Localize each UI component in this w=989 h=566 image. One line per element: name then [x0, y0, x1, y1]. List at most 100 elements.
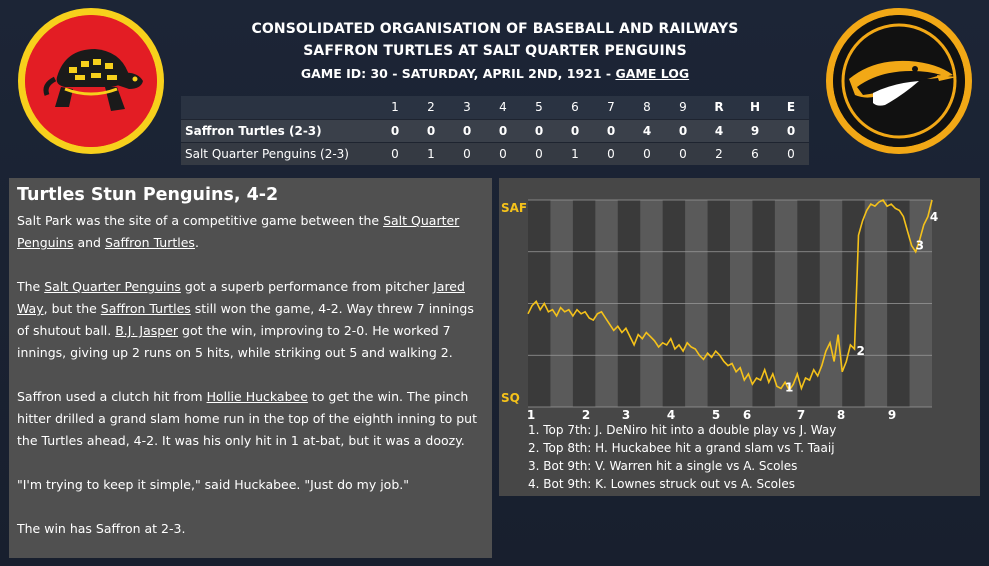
inning-tick-label: 8: [837, 408, 845, 422]
home-team-name[interactable]: Salt Quarter Penguins (2-3): [181, 141, 377, 165]
game-header: CONSOLIDATED ORGANISATION OF BASEBALL AN…: [180, 18, 810, 84]
linescore-header-row: 1 2 3 4 5 6 7 8 9 R H E: [181, 96, 809, 119]
win-probability-line: [527, 198, 933, 392]
inning-tick-label: 6: [743, 408, 751, 422]
inning-score: 0: [593, 141, 629, 165]
inning-tick-label: 2: [582, 408, 590, 422]
chart-note: 4. Bot 9th: K. Lownes struck out vs A. S…: [528, 477, 795, 491]
inning-score: 0: [449, 141, 485, 165]
inning-header: 6: [571, 100, 579, 115]
inning-header: 2: [427, 100, 435, 115]
hits-header: H: [749, 100, 761, 115]
win-probability-chart: SAF SQ 1 2 3 4 5 6 7 8 9 1 2 3 4: [501, 198, 938, 422]
inning-score: 0: [665, 118, 701, 142]
player-link-jared-way[interactable]: Jared Way: [17, 279, 465, 316]
chart-bottom-label: SQ: [501, 391, 520, 405]
penguin-logo-icon: [833, 15, 965, 147]
inning-score: 0: [413, 118, 449, 142]
event-marker-label: 1: [785, 380, 793, 394]
inning-score: 0: [485, 118, 521, 142]
inning-tick-label: 5: [712, 408, 720, 422]
runs-total: 2: [701, 141, 737, 165]
inning-score: 0: [593, 118, 629, 142]
inning-score: 0: [449, 118, 485, 142]
hits-total: 6: [737, 141, 773, 165]
away-team-name[interactable]: Saffron Turtles (2-3): [181, 118, 377, 142]
text: .: [194, 235, 199, 250]
inning-header: 1: [391, 100, 399, 115]
article-paragraph: Saffron used a clutch hit from Hollie Hu…: [17, 386, 484, 452]
league-title: CONSOLIDATED ORGANISATION OF BASEBALL AN…: [251, 21, 739, 37]
inning-score: 0: [557, 118, 593, 142]
inning-tick-label: 3: [622, 408, 630, 422]
runs-header: R: [714, 100, 724, 115]
chart-note: 1. Top 7th: J. DeNiro hit into a double …: [528, 423, 837, 437]
linescore-table: 1 2 3 4 5 6 7 8 9 R H E Saffron Turtles …: [181, 96, 809, 165]
turtle-logo-icon: [25, 15, 157, 147]
inning-score: 0: [521, 141, 557, 165]
away-team-row: Saffron Turtles (2-3) 0 0 0 0 0 0 0 4 0 …: [181, 118, 809, 142]
text: to get the win. The pinch hitter drilled…: [17, 389, 477, 448]
chart-note: 2. Top 8th: H. Huckabee hit a grand slam…: [528, 441, 835, 455]
inning-score: 0: [629, 141, 665, 165]
inning-score: 0: [485, 141, 521, 165]
home-team-row: Salt Quarter Penguins (2-3) 0 1 0 0 0 1 …: [181, 141, 809, 165]
inning-header: 8: [643, 100, 651, 115]
player-link-hollie-huckabee[interactable]: Hollie Huckabee: [206, 389, 308, 404]
text: Saffron used a clutch hit from: [17, 389, 207, 404]
article-headline: Turtles Stun Penguins, 4-2: [17, 185, 279, 205]
errors-total: 0: [773, 141, 809, 165]
team-link-penguins[interactable]: Salt Quarter Penguins: [17, 213, 460, 250]
article-paragraph: The win has Saffron at 2-3.: [17, 521, 186, 536]
inning-header: 5: [535, 100, 543, 115]
inning-score: 0: [377, 141, 413, 165]
inning-tick-label: 1: [527, 408, 535, 422]
home-team-logo[interactable]: [826, 8, 972, 154]
text: , but the: [43, 301, 101, 316]
chart-notes: 1. Top 7th: J. DeNiro hit into a double …: [528, 421, 836, 493]
text: The: [17, 279, 45, 294]
inning-header: 3: [463, 100, 471, 115]
inning-header: 4: [499, 100, 507, 115]
inning-score: 0: [377, 118, 413, 142]
inning-header: 7: [607, 100, 615, 115]
article-paragraph: The Salt Quarter Penguins got a superb p…: [17, 276, 484, 364]
game-recap-article: Turtles Stun Penguins, 4-2 Salt Park was…: [9, 178, 492, 558]
inning-score: 0: [521, 118, 557, 142]
inning-score: 1: [413, 141, 449, 165]
text: got a superb performance from pitcher: [180, 279, 434, 294]
team-header-cell: [181, 96, 377, 119]
inning-tick-label: 9: [888, 408, 896, 422]
inning-score: 0: [665, 141, 701, 165]
inning-score: 4: [629, 118, 665, 142]
inning-score: 1: [557, 141, 593, 165]
errors-total: 0: [773, 118, 809, 142]
text: got the win, improving to 2-0. He worked…: [17, 323, 453, 360]
inning-tick-label: 7: [797, 408, 805, 422]
team-link-penguins[interactable]: Salt Quarter Penguins: [44, 279, 181, 294]
event-marker-label: 2: [856, 344, 864, 358]
text: Salt Park was the site of a competitive …: [17, 213, 384, 228]
game-info: GAME ID: 30 - SATURDAY, APRIL 2ND, 1921 …: [180, 64, 810, 84]
inning-header: 9: [679, 100, 687, 115]
errors-header: E: [786, 100, 796, 115]
text: and: [73, 235, 105, 250]
player-link-bj-jasper[interactable]: B.J. Jasper: [115, 323, 179, 338]
event-marker-label: 3: [916, 239, 924, 253]
inning-tick-label: 4: [667, 408, 675, 422]
article-paragraph: Salt Park was the site of a competitive …: [17, 210, 484, 254]
matchup-title: SAFFRON TURTLES AT SALT QUARTER PENGUINS: [303, 43, 687, 59]
game-id-date: GAME ID: 30 - SATURDAY, APRIL 2ND, 1921 …: [300, 66, 616, 81]
team-link-turtles[interactable]: Saffron Turtles: [104, 235, 195, 250]
chart-note: 3. Bot 9th: V. Warren hit a single vs A.…: [528, 459, 798, 473]
away-team-logo[interactable]: [18, 8, 164, 154]
team-link-turtles[interactable]: Saffron Turtles: [100, 301, 191, 316]
hits-total: 9: [737, 118, 773, 142]
article-quote: "I'm trying to keep it simple," said Huc…: [17, 477, 409, 492]
win-probability-panel: SAF SQ 1 2 3 4 5 6 7 8 9 1 2 3 4 1. Top 7th: J. DeN…: [499, 178, 980, 496]
text: still won the game, 4-2. Way threw 7 inn…: [17, 301, 474, 338]
runs-total: 4: [701, 118, 737, 142]
chart-top-label: SAF: [501, 201, 527, 215]
event-marker-label: 4: [930, 210, 938, 224]
game-log-link[interactable]: GAME LOG: [615, 66, 690, 81]
